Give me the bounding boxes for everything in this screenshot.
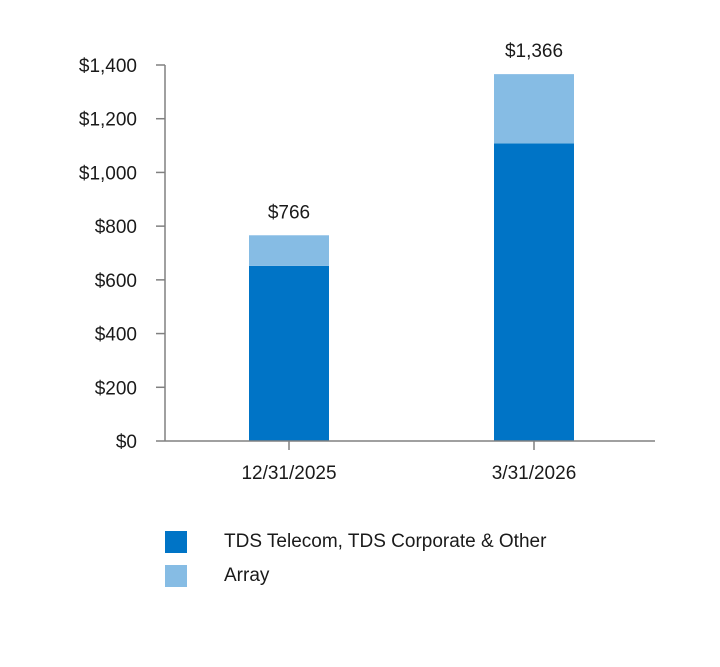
bar-total-label: $1,366 [505,41,563,62]
y-tick-label: $1,000 [79,163,137,184]
legend-swatch-telecom [165,531,187,553]
bar-segment-array [249,235,329,266]
y-tick-label: $400 [95,325,137,346]
x-tick-label: 12/31/2025 [241,463,336,484]
bar-segment-telecom [494,143,574,441]
bar-segment-telecom [249,265,329,441]
y-tick-label: $200 [95,378,137,399]
y-tick-label: $800 [95,217,137,238]
legend: TDS Telecom, TDS Corporate & Other Array [165,525,546,593]
bar-segment-array [494,74,574,144]
bar-total-label: $766 [268,202,310,223]
legend-item-telecom: TDS Telecom, TDS Corporate & Other [165,525,546,559]
y-tick-label: $0 [116,432,137,453]
legend-label-telecom: TDS Telecom, TDS Corporate & Other [224,531,547,552]
y-tick-label: $1,200 [79,110,137,131]
x-tick-label: 3/31/2026 [492,463,577,484]
legend-swatch-array [165,565,187,587]
y-tick-label: $600 [95,271,137,292]
legend-item-array: Array [165,559,546,593]
y-tick-label: $1,400 [79,56,137,77]
legend-label-array: Array [224,565,270,586]
